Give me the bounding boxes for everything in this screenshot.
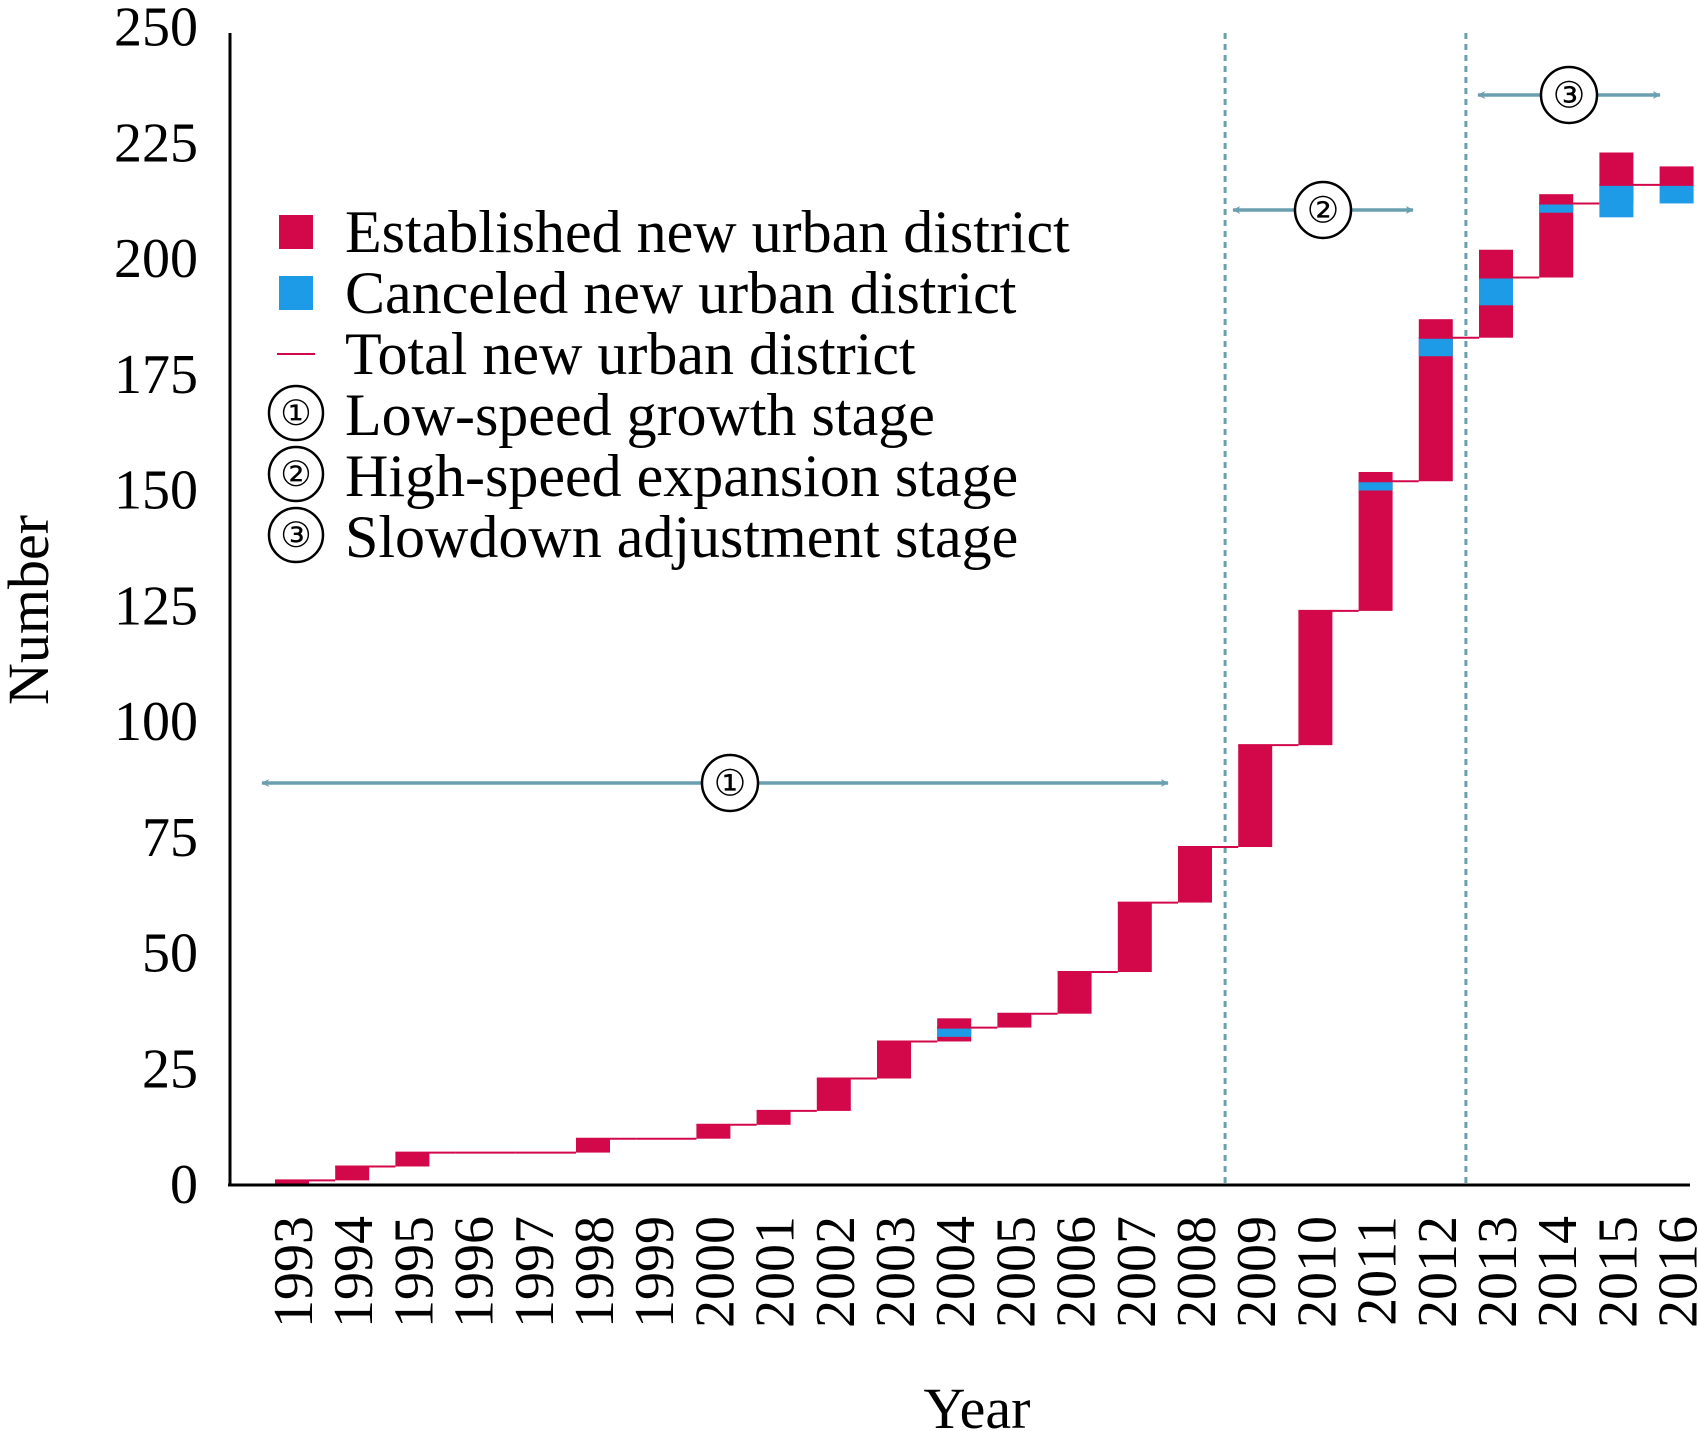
stage-marker-label: ① (280, 393, 311, 434)
y-tick-label: 25 (142, 1038, 198, 1100)
y-axis-title: Number (0, 515, 61, 705)
axes-group (228, 33, 1690, 1187)
x-tick-label: 1993 (263, 1216, 325, 1328)
legend-label: Low-speed growth stage (345, 382, 935, 448)
x-axis-title: Year (924, 1376, 1031, 1431)
established-bar (1178, 847, 1212, 903)
stage-marker-label: ③ (1553, 74, 1586, 117)
y-tick-label: 0 (170, 1154, 198, 1216)
legend-established-swatch (279, 215, 313, 249)
stage-marker-circle (267, 506, 325, 564)
x-tick-label: 2004 (925, 1216, 987, 1328)
x-tick-label: 1998 (564, 1216, 626, 1328)
x-tick-label: 2003 (865, 1216, 927, 1328)
stage-divider-lines (1223, 33, 1468, 1185)
legend-label: Total new urban district (345, 321, 916, 387)
established-bar (1358, 471, 1393, 611)
x-tick-label: 1996 (444, 1216, 506, 1328)
established-bar (756, 1110, 791, 1125)
stage-marker-circle (267, 384, 325, 442)
canceled-bar (1418, 337, 1453, 357)
y-tick-label: 175 (114, 344, 198, 406)
canceled-bar (1599, 184, 1634, 218)
y-tick-label: 200 (114, 228, 198, 290)
established-bar (1238, 745, 1273, 848)
stage-marker-circle (267, 445, 325, 503)
x-tick-label: 1994 (323, 1216, 385, 1328)
stage-marker-label: ② (1307, 189, 1340, 232)
x-tick-label: 1997 (504, 1216, 566, 1328)
x-tick-label: 1995 (383, 1216, 445, 1328)
x-tick-label: 2006 (1046, 1216, 1108, 1328)
stage-marker-label: ③ (280, 515, 311, 556)
established-bar (696, 1124, 731, 1139)
legend-label: Established new urban district (345, 199, 1070, 265)
canceled-bar (1539, 203, 1574, 213)
x-tick-label: 2013 (1467, 1216, 1529, 1328)
established-bar (997, 1013, 1032, 1028)
established-bar (335, 1166, 370, 1181)
stage-marker-circle (1539, 65, 1599, 125)
established-bar (877, 1041, 911, 1079)
y-tick-label: 225 (114, 112, 198, 174)
canceled-bar (1479, 277, 1513, 306)
established-bar (275, 1180, 309, 1185)
established-bar (1298, 610, 1333, 746)
x-tick-label: 2010 (1286, 1216, 1348, 1328)
stage-marker-circle (1293, 180, 1353, 240)
x-tick-label: 2008 (1166, 1216, 1228, 1328)
established-bar (576, 1138, 610, 1153)
x-tick-label: 2009 (1226, 1216, 1288, 1328)
y-tick-label: 250 (114, 0, 198, 59)
x-tick-label: 2012 (1407, 1216, 1469, 1328)
x-tick-label: 1999 (624, 1216, 686, 1328)
x-tick-label: 2005 (985, 1216, 1047, 1328)
x-tick-labels: 1993199419951996199719981999200020012002… (263, 1216, 1698, 1328)
stage-marker-circle (700, 753, 760, 813)
established-bar (816, 1078, 851, 1111)
x-tick-label: 2007 (1106, 1216, 1168, 1328)
x-tick-label: 2016 (1648, 1216, 1698, 1328)
legend-label: High-speed expansion stage (345, 443, 1018, 509)
y-tick-labels: 0 25 50 75 100 125 150 175 200 225 250 (114, 0, 198, 1216)
x-tick-label: 2015 (1587, 1216, 1649, 1328)
total-lines-group (275, 183, 1694, 1182)
x-tick-label: 2014 (1527, 1216, 1589, 1328)
established-bar (1057, 972, 1092, 1014)
bars-group (275, 152, 1694, 1185)
stage-marker-label: ② (280, 454, 311, 495)
established-bar (1659, 166, 1694, 185)
legend-label: Canceled new urban district (345, 260, 1017, 326)
legend-canceled-swatch (279, 276, 313, 310)
stage-arrows: ① ② ③ (261, 65, 1661, 813)
x-tick-label: 2011 (1347, 1216, 1409, 1326)
established-bar (395, 1152, 430, 1167)
y-tick-label: 125 (114, 575, 198, 637)
canceled-bar (1358, 481, 1393, 491)
y-tick-label: 100 (114, 691, 198, 753)
x-tick-label: 2000 (684, 1216, 746, 1328)
y-tick-label: 50 (142, 923, 198, 985)
legend-label: Slowdown adjustment stage (345, 504, 1018, 570)
y-tick-label: 75 (142, 807, 198, 869)
established-bar (1117, 902, 1152, 973)
y-tick-label: 150 (114, 460, 198, 522)
canceled-bar (1659, 184, 1694, 204)
x-tick-label: 2001 (745, 1216, 807, 1328)
x-tick-label: 2002 (805, 1216, 867, 1328)
stage-marker-label: ① (714, 762, 747, 805)
canceled-bar (937, 1027, 972, 1037)
